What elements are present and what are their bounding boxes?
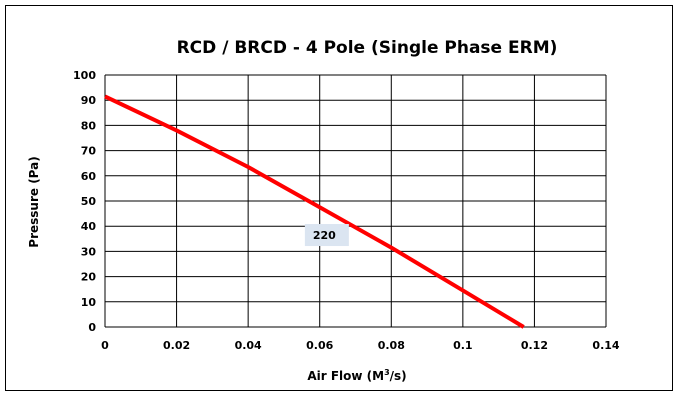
y-axis-ticks: 0 10 20 30 40 50 60 70 80 90 100 — [73, 69, 96, 334]
y-tick-label: 20 — [81, 271, 97, 284]
series-label-box — [304, 224, 349, 247]
series-label: 220 — [313, 229, 336, 242]
y-tick-label: 0 — [88, 321, 96, 334]
y-tick-label: 40 — [81, 220, 97, 233]
x-tick-label: 0.1 — [453, 339, 473, 352]
x-tick-label: 0.14 — [592, 339, 619, 352]
x-axis-ticks: 0 0.02 0.04 0.06 0.08 0.1 0.12 0.14 — [101, 339, 620, 352]
x-axis-label-tail: /s) — [390, 369, 407, 383]
y-axis-label: Pressure (Pa) — [27, 156, 41, 247]
x-axis-label: Air Flow (M3/s) — [307, 368, 406, 383]
y-tick-label: 30 — [81, 245, 97, 258]
y-tick-label: 100 — [73, 69, 96, 82]
chart-grid — [104, 74, 607, 328]
chart-annotations: 220 — [304, 224, 349, 247]
series-line-220 — [104, 94, 525, 329]
x-tick-label: 0.06 — [306, 339, 333, 352]
y-tick-label: 10 — [81, 296, 97, 309]
x-tick-label: 0.08 — [378, 339, 405, 352]
y-tick-label: 70 — [81, 145, 97, 158]
y-tick-label: 80 — [81, 119, 97, 132]
x-tick-label: 0 — [101, 339, 109, 352]
chart-title: RCD / BRCD - 4 Pole (Single Phase ERM) — [177, 38, 558, 58]
x-tick-label: 0.02 — [163, 339, 190, 352]
y-tick-label: 60 — [81, 170, 97, 183]
y-tick-label: 90 — [81, 94, 97, 107]
x-tick-label: 0.04 — [235, 339, 262, 352]
x-axis-label-sup: 3 — [384, 368, 390, 377]
x-tick-label: 0.12 — [521, 339, 548, 352]
x-axis-label-main: Air Flow (M — [307, 369, 384, 383]
chart-series — [104, 94, 525, 329]
y-tick-label: 50 — [81, 195, 97, 208]
